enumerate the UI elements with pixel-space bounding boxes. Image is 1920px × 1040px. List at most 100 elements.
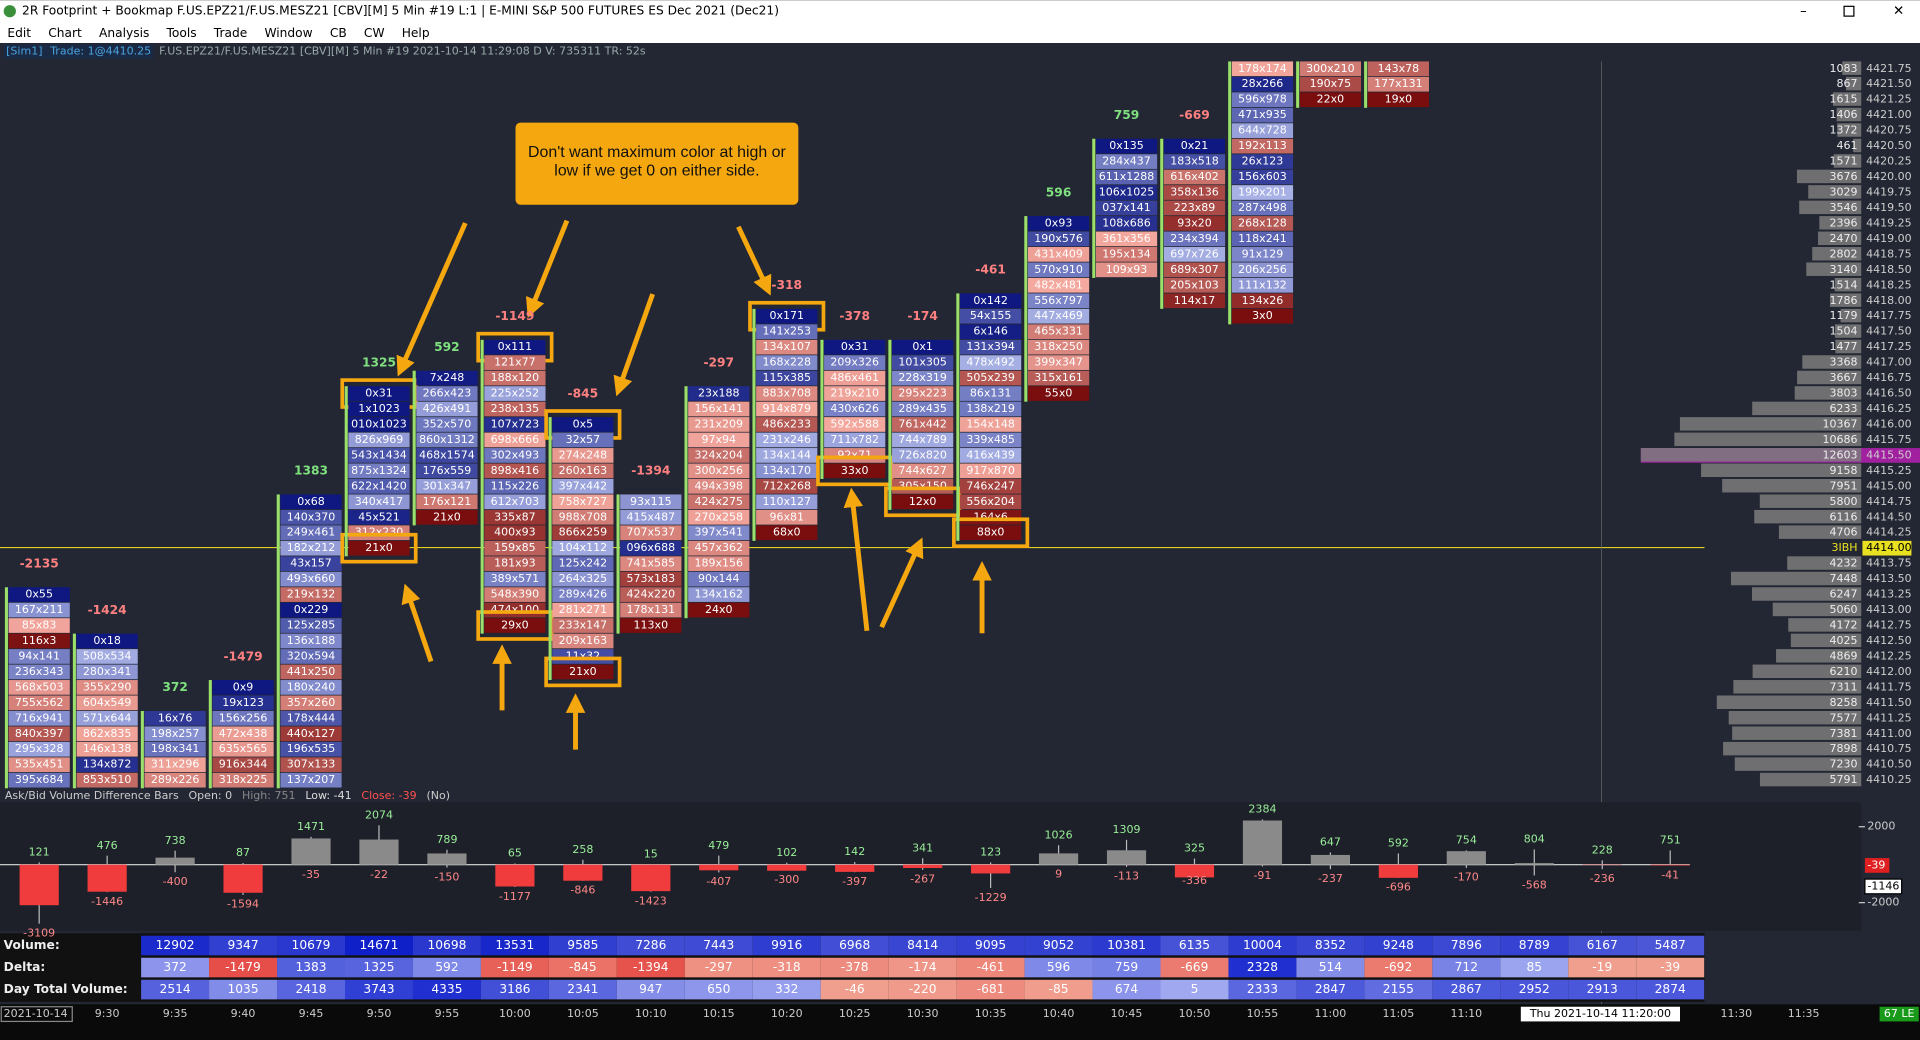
footprint-cell [1367,76,1429,92]
footprint-cell [824,417,886,432]
footprint-cell [484,417,546,432]
footprint-text: 249x461 [287,526,336,539]
menu-item[interactable]: CB [330,26,347,40]
price-label: 4421.75 [1866,62,1912,75]
menu-item[interactable]: Tools [166,26,197,40]
column-delta: 1383 [294,464,328,478]
footprint-text: 136x188 [287,634,336,647]
footprint-cell [1231,293,1294,309]
footprint-cell [960,525,1022,541]
table-value: 9095 [975,938,1006,952]
footprint-text: 268x128 [1238,216,1287,229]
footprint-cell [756,308,818,324]
footprint-cell [960,432,1022,448]
table-cell [888,935,957,956]
profile-volume: 3667 [1830,371,1858,384]
profile-volume: 5791 [1830,773,1858,786]
footprint-text: 270x258 [694,510,743,523]
table-value: 6968 [839,938,870,952]
footprint-text: 358x136 [1170,185,1219,198]
menu-item[interactable]: Edit [7,26,31,40]
delta-low: -407 [706,875,731,888]
minimize[interactable]: – [1800,4,1807,19]
close[interactable]: ✕ [1893,4,1904,19]
profile-bar [1790,633,1862,648]
footprint-cell [688,478,750,494]
delta-bar [835,864,875,872]
footprint-text: 181x93 [494,557,536,570]
price-label: 4414.50 [1866,510,1912,523]
footprint-cell [960,401,1022,417]
footprint-text: 866x259 [559,526,608,539]
profile-volume: 867 [1837,77,1858,90]
footprint-text: 45x521 [358,510,400,523]
footprint-text: 195x134 [1102,247,1151,260]
delta-low: 9 [1055,867,1062,880]
footprint-text: 898x416 [491,464,540,477]
footprint-cell [76,757,138,773]
table-cell [888,957,957,978]
profile-bar [1832,92,1862,106]
footprint-text: 096x688 [627,541,676,554]
menu-item[interactable]: CW [364,26,385,40]
menu-item[interactable]: Chart [48,26,82,40]
menu-item[interactable]: Trade [213,26,248,40]
table-value: 759 [1115,960,1138,974]
delta-bar [1106,850,1147,865]
maximize[interactable] [1843,5,1855,17]
profile-volume: 7577 [1830,711,1858,724]
footprint-cell [1095,185,1158,200]
delta-bar [1310,854,1350,865]
profile-bar [1808,185,1862,199]
footprint-text: 604x549 [83,696,132,709]
footprint-cell [348,478,410,494]
menu-item[interactable]: Window [264,26,312,40]
price-label: 4415.00 [1866,479,1912,492]
footprint-cell [552,664,614,680]
menu-item[interactable]: Help [402,26,430,40]
footprint-text: 113x0 [634,619,669,632]
table-cell [141,979,210,1000]
table-cell [820,935,889,956]
footprint-cell [8,618,70,633]
footprint-cell [8,587,70,602]
time-label: 10:05 [567,1007,599,1020]
footprint-text: 231x246 [762,433,811,446]
profile-bar [1772,602,1862,617]
time-label: 11:35 [1788,1007,1820,1020]
table-cell [684,935,753,956]
table-value: 5487 [1655,938,1686,952]
row-label: Volume: [4,938,60,952]
delta-high: 479 [708,839,729,852]
profile-bar [1794,386,1862,400]
footprint-cell [280,757,342,773]
footprint-cell [1027,277,1090,293]
price-label: 4417.25 [1866,340,1912,353]
footprint-cell [212,726,274,742]
profile-volume: 4869 [1830,649,1858,662]
column-delta: -1424 [88,603,127,617]
table-value: -1479 [225,960,261,974]
footprint-cell [144,726,206,742]
table-cell [1636,935,1705,956]
table-value: -39 [1660,960,1680,974]
column-delta: -1479 [223,649,262,663]
footprint-text: 478x492 [966,356,1015,369]
time-label: 10:45 [1111,1007,1143,1020]
profile-volume: 5060 [1830,603,1858,616]
column-bar [1296,61,1300,108]
footprint-cell [212,710,274,726]
footprint-text: 289x435 [898,402,947,415]
footprint-text: 0x5 [573,417,594,430]
footprint-text: 90x144 [698,572,740,585]
footprint-text: 697x726 [1170,247,1219,260]
pane-stat: Low: -41 [305,789,351,802]
table-cell [277,935,345,956]
app-icon [3,5,16,18]
footprint-cell [756,355,818,370]
table-cell [1364,935,1433,956]
footprint-cell [1095,231,1158,247]
footprint-cell [484,432,546,448]
footprint-cell [688,556,750,572]
menu-item[interactable]: Analysis [99,26,149,40]
